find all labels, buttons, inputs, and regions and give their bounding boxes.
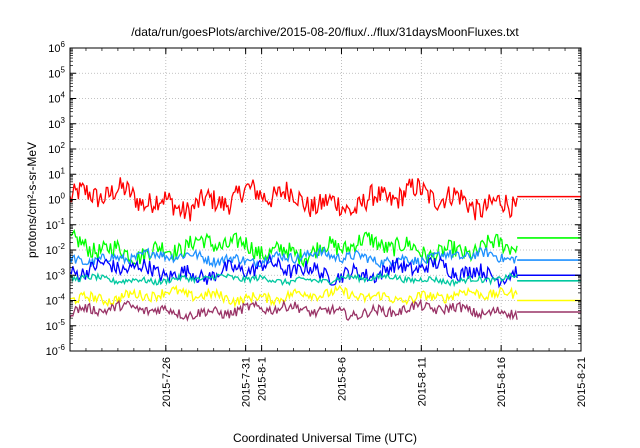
y-tick-label: 102 bbox=[48, 141, 65, 156]
y-tick-label: 10-1 bbox=[46, 217, 66, 232]
x-tick-label: 2015-8-16 bbox=[496, 357, 508, 407]
x-ticks: 2015-7-26 2015-7-31 2015-8-1 2015-8-6 2015-8… bbox=[85, 48, 588, 407]
x-tick-label: 2015-7-26 bbox=[161, 357, 173, 407]
series-line bbox=[69, 271, 518, 288]
x-tick-label: 2015-7-31 bbox=[241, 357, 253, 407]
series-line bbox=[69, 246, 518, 270]
x-tick-label: 2015-8-1 bbox=[257, 357, 269, 401]
series-line bbox=[69, 252, 518, 289]
x-tick-label: 2015-8-21 bbox=[576, 357, 588, 407]
x-tick-label: 2015-8-11 bbox=[416, 357, 428, 406]
y-axis-title: protons/cm²-s-sr-MeV bbox=[25, 142, 39, 258]
y-tick-label: 106 bbox=[48, 40, 65, 55]
y-tick-label: 101 bbox=[48, 166, 65, 181]
series-line bbox=[69, 228, 518, 268]
series-line bbox=[69, 298, 518, 322]
series-line bbox=[69, 177, 518, 222]
y-tick-label: 104 bbox=[48, 91, 65, 106]
y-tick-label: 105 bbox=[48, 65, 65, 80]
x-tick-label: 2015-8-6 bbox=[336, 357, 348, 401]
x-axis-title: Coordinated Universal Time (UTC) bbox=[233, 431, 417, 445]
y-ticks: 10-6 10-5 10-4 10-3 10-2 10-1 100 101 102 103 104 1… bbox=[46, 40, 581, 358]
series-layer bbox=[69, 177, 581, 322]
y-tick-label: 10-2 bbox=[46, 242, 66, 257]
y-tick-label: 10-6 bbox=[46, 343, 66, 358]
y-tick-label: 10-4 bbox=[46, 293, 66, 308]
y-tick-label: 10-5 bbox=[46, 318, 66, 333]
series-line bbox=[69, 284, 518, 309]
chart-title: /data/run/goesPlots/archive/2015-08-20/f… bbox=[131, 25, 519, 39]
y-tick-label: 103 bbox=[48, 116, 65, 131]
y-tick-label: 10-3 bbox=[46, 267, 66, 282]
y-tick-label: 100 bbox=[48, 192, 65, 207]
